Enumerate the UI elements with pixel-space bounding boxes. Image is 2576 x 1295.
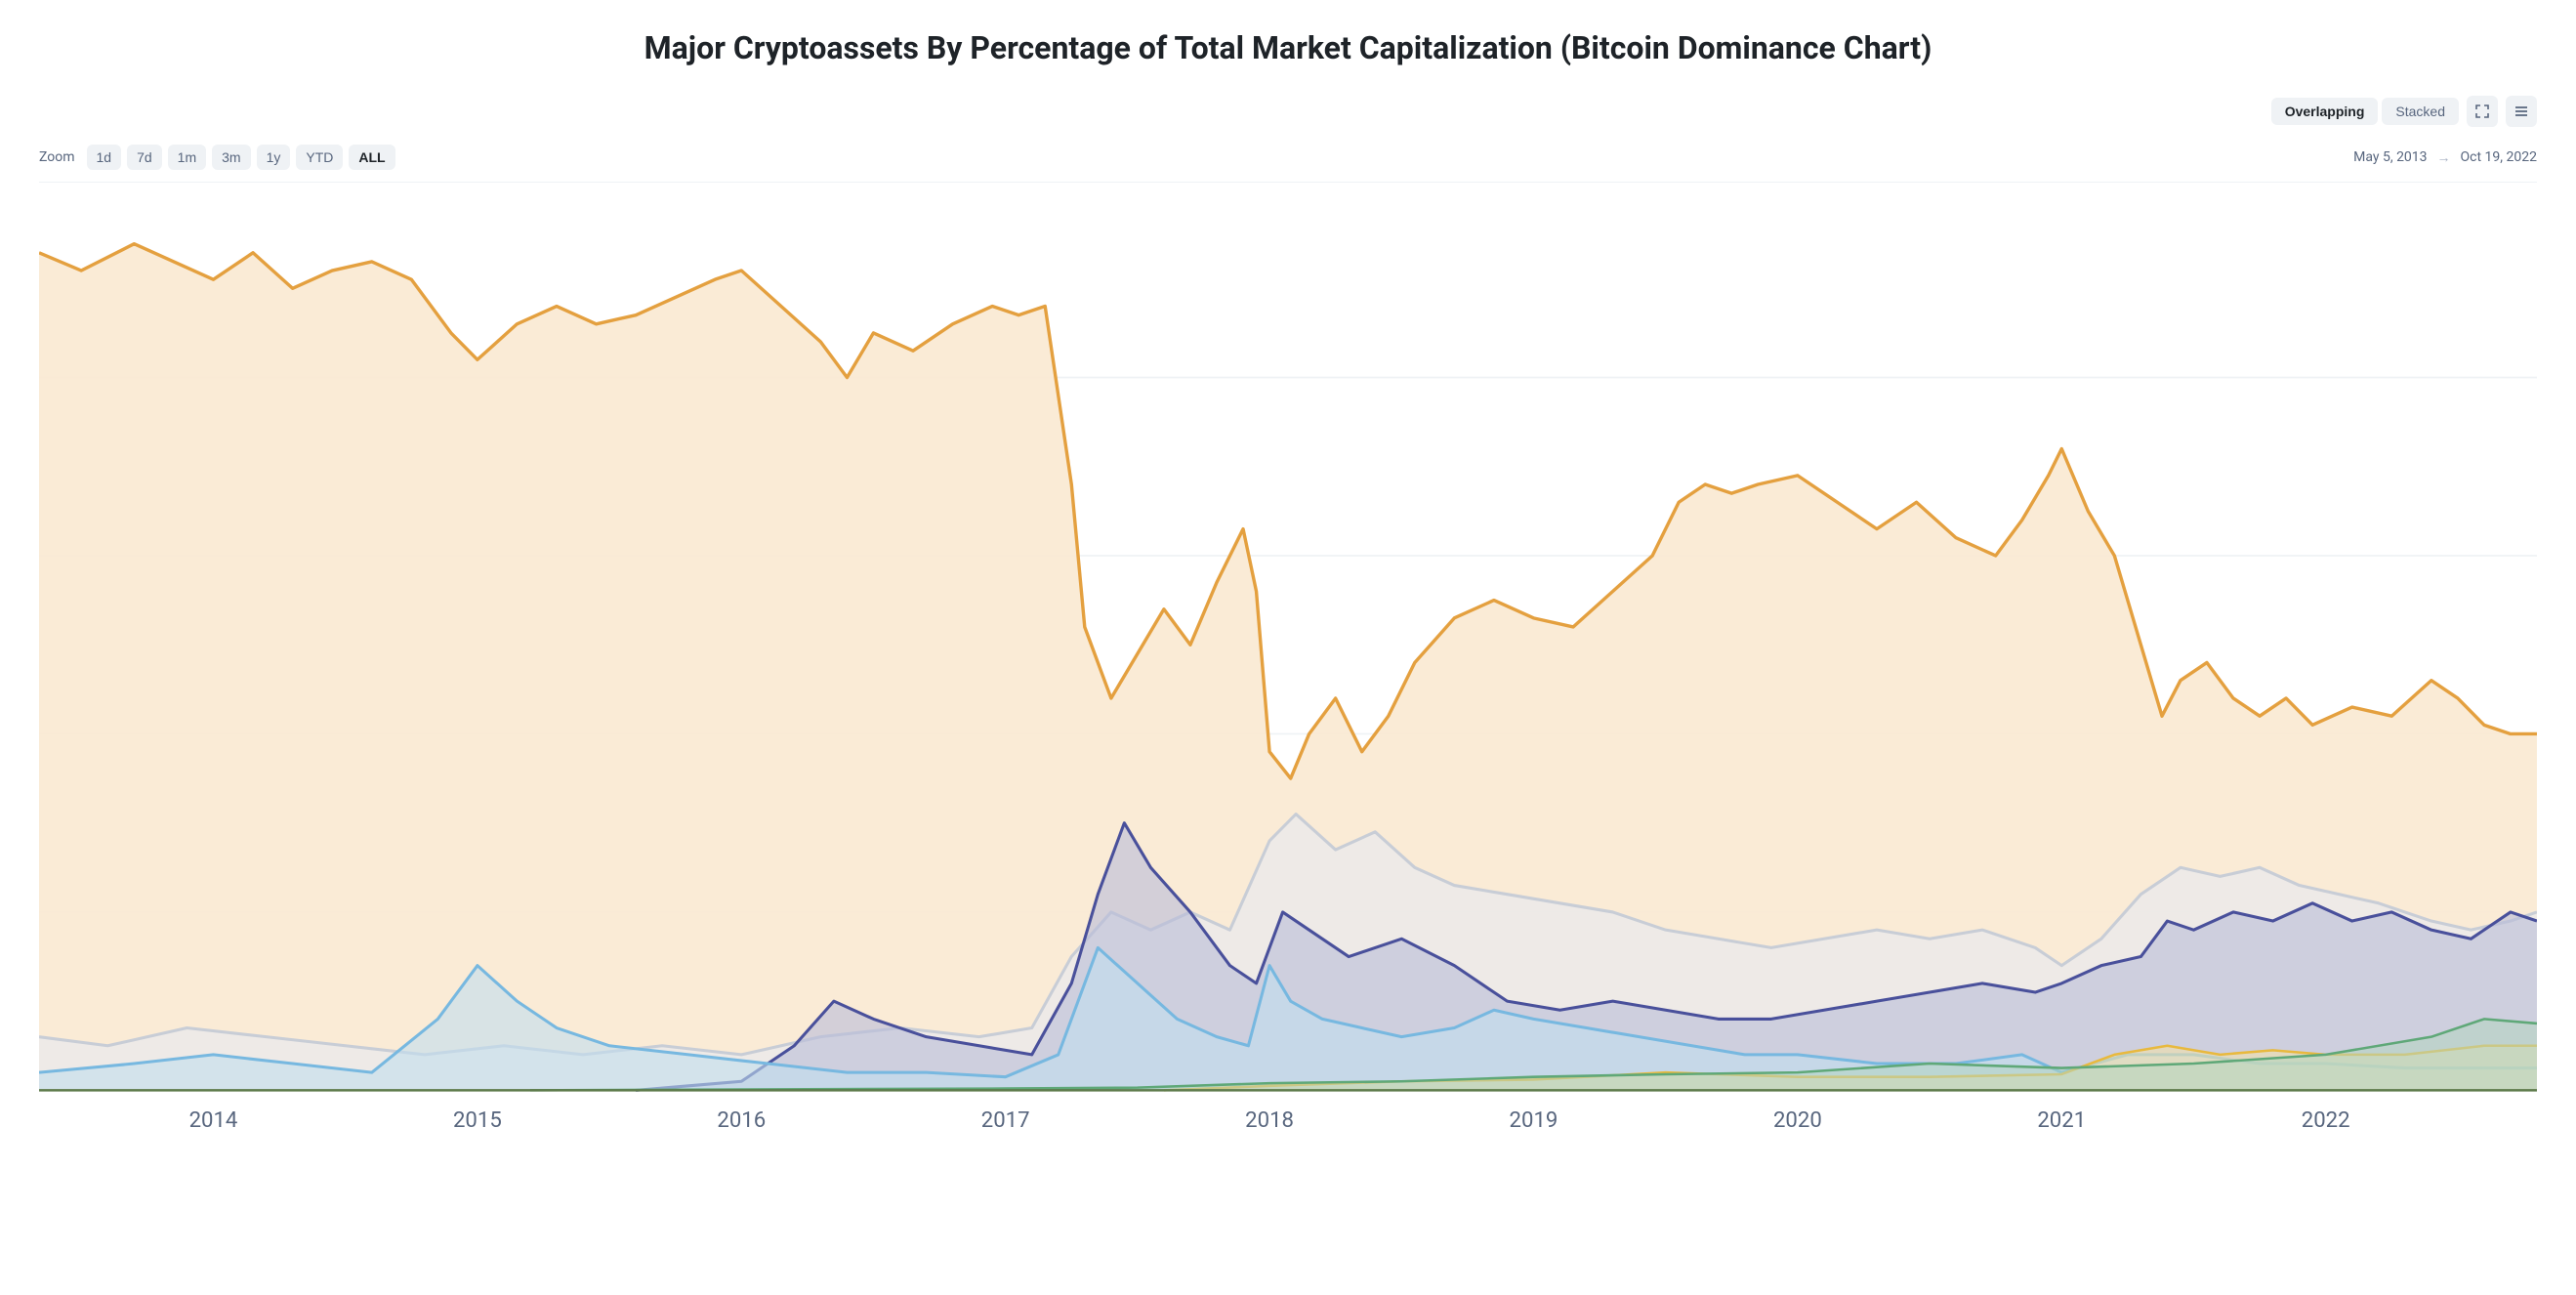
view-toggle-bar: Overlapping Stacked	[39, 96, 2537, 127]
date-range-end: Oct 19, 2022	[2461, 149, 2537, 165]
stacked-button[interactable]: Stacked	[2382, 98, 2459, 125]
overlapping-button[interactable]: Overlapping	[2271, 98, 2379, 125]
date-range-start: May 5, 2013	[2353, 149, 2427, 165]
x-tick-label: 2021	[2037, 1107, 2086, 1133]
dominance-chart[interactable]: 2014 2015 2016 2017 2018 2019 2020 2021 2022	[39, 183, 2537, 1149]
zoom-button-all[interactable]: ALL	[349, 145, 395, 170]
x-tick-label: 2016	[717, 1107, 766, 1133]
controls-row: Zoom 1d7d1m3m 1yYTDALL May 5, 2013 → Oct …	[39, 145, 2537, 170]
chart-container: 2014 2015 2016 2017 2018 2019 2020 2021 2022	[39, 182, 2537, 1149]
zoom-button-1y[interactable]: 1y	[257, 145, 291, 170]
date-range-display: May 5, 2013 → Oct 19, 2022	[2353, 149, 2537, 166]
zoom-button-ytd[interactable]: YTD	[296, 145, 343, 170]
x-tick-label: 2022	[2302, 1107, 2350, 1133]
x-tick-label: 2014	[189, 1107, 238, 1133]
x-tick-label: 2018	[1245, 1107, 1294, 1133]
arrow-right-icon: →	[2437, 149, 2451, 166]
fullscreen-icon[interactable]	[2467, 96, 2498, 127]
zoom-group: Zoom 1d7d1m3m 1yYTDALL	[39, 145, 395, 170]
zoom-button-1m[interactable]: 1m	[168, 145, 206, 170]
zoom-button-3m[interactable]: 3m	[212, 145, 250, 170]
menu-icon[interactable]	[2506, 96, 2537, 127]
zoom-label: Zoom	[39, 149, 75, 165]
view-toggle-group: Overlapping Stacked	[2271, 98, 2459, 125]
x-tick-label: 2015	[453, 1107, 502, 1133]
x-tick-label: 2017	[981, 1107, 1030, 1133]
page-title: Major Cryptoassets By Percentage of Tota…	[39, 29, 2537, 66]
zoom-button-7d[interactable]: 7d	[127, 145, 162, 170]
zoom-buttons-container: 1d7d1m3m 1yYTDALL	[87, 145, 395, 170]
zoom-button-1d[interactable]: 1d	[87, 145, 122, 170]
x-tick-label: 2019	[1510, 1107, 1558, 1133]
x-tick-label: 2020	[1773, 1107, 1822, 1133]
